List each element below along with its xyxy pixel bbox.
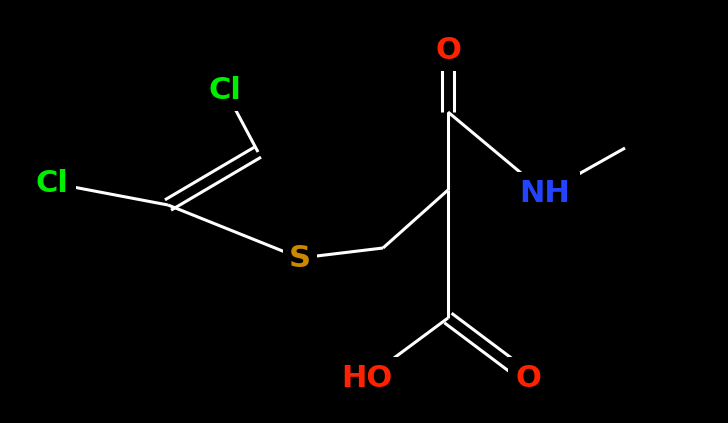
Text: S: S	[287, 241, 313, 275]
Text: NH: NH	[515, 176, 575, 210]
Text: HO: HO	[341, 363, 392, 393]
Text: O: O	[432, 33, 464, 67]
Text: O: O	[515, 363, 541, 393]
Text: S: S	[289, 244, 311, 272]
Text: Cl: Cl	[208, 75, 242, 104]
Text: Cl: Cl	[33, 166, 71, 200]
Text: O: O	[513, 361, 543, 395]
Text: Cl: Cl	[205, 73, 245, 107]
Text: Cl: Cl	[36, 168, 68, 198]
Text: NH: NH	[520, 179, 570, 208]
Text: O: O	[435, 36, 461, 64]
Text: HO: HO	[336, 361, 397, 395]
